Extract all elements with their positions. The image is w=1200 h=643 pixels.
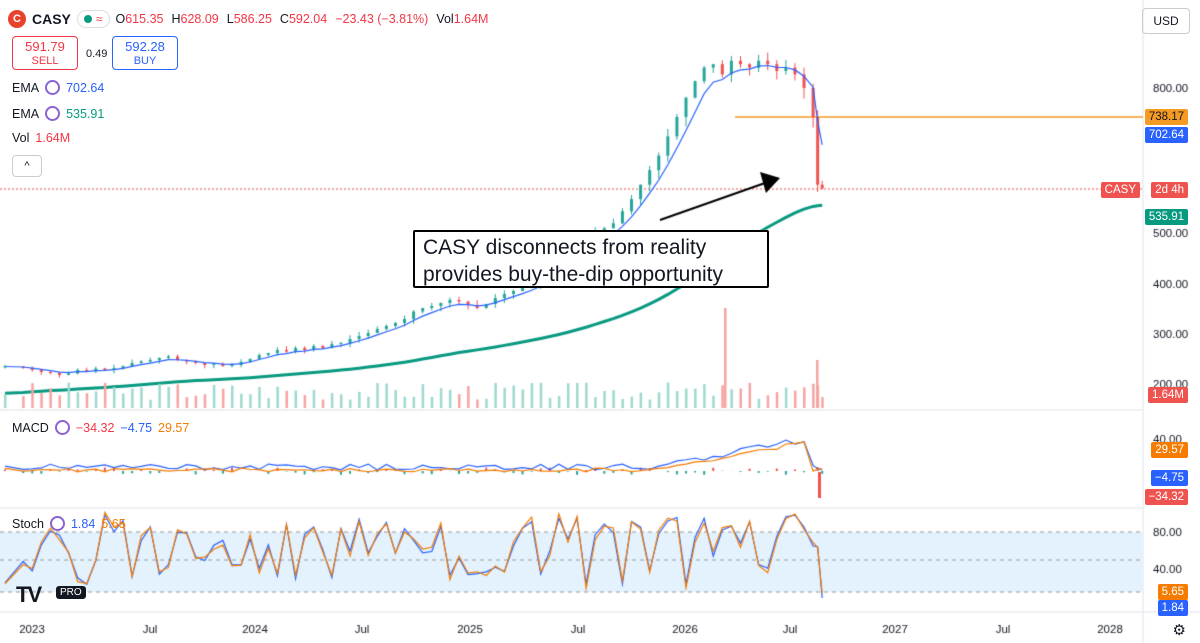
stoch-k-tag: 5.65: [1157, 584, 1188, 600]
market-status-pill[interactable]: ≈: [76, 10, 110, 28]
annotation-box[interactable]: CASY disconnects from reality provides bu…: [413, 230, 769, 288]
settings-icon[interactable]: ⚙: [1172, 622, 1186, 639]
currency-selector[interactable]: USD: [1142, 8, 1190, 34]
buy-button[interactable]: 592.28 BUY: [112, 36, 178, 70]
collapse-legend-button[interactable]: ^: [12, 155, 42, 177]
tradingview-logo[interactable]: TV: [16, 582, 42, 607]
refresh-icon: [45, 80, 61, 95]
ema-fast-legend[interactable]: EMA 702.64: [12, 80, 105, 95]
refresh-icon: [45, 106, 61, 121]
refresh-icon: [49, 516, 65, 531]
ohlc-low: L586.25: [226, 12, 272, 26]
symbol-name[interactable]: CASY: [32, 11, 71, 27]
macd-line-tag: −34.32: [1144, 489, 1188, 505]
macd-legend[interactable]: MACD −34.32 −4.75 29.57: [12, 420, 190, 435]
stoch-d-tag: 1.84: [1157, 600, 1188, 616]
ema-fast-tag: 702.64: [1144, 127, 1188, 143]
spread-value: 0.49: [86, 48, 108, 60]
ohlc-close: C592.04: [279, 12, 328, 26]
market-open-icon: [83, 15, 92, 23]
pro-badge: PRO: [56, 586, 86, 599]
countdown-tag: 2d 4h: [1151, 182, 1188, 198]
wave-icon: ≈: [95, 12, 103, 26]
macd-hist-tag: 29.57: [1151, 442, 1188, 458]
symbol-header: C CASY ≈ O615.35 H628.09 L586.25 C592.04…: [8, 8, 488, 30]
stoch-legend[interactable]: Stoch 1.84 5.65: [12, 516, 126, 531]
sell-button[interactable]: 591.79 SELL: [12, 36, 78, 70]
ohlc-values: O615.35 H628.09 L586.25 C592.04 −23.43 (…: [116, 12, 489, 26]
ohlc-high: H628.09: [171, 12, 219, 26]
casy-logo: C: [8, 10, 26, 28]
ema-slow-legend[interactable]: EMA 535.91: [12, 106, 105, 121]
level-tag: 738.17: [1144, 109, 1188, 125]
refresh-icon: [54, 420, 70, 435]
price-change: −23.43 (−3.81%): [335, 12, 429, 26]
volume-legend[interactable]: Vol 1.64M: [12, 131, 71, 145]
volume-tag: 1.64M: [1148, 387, 1188, 403]
symbol-tag: CASY: [1100, 182, 1140, 198]
macd-signal-tag: −4.75: [1150, 470, 1188, 486]
ema-slow-tag: 535.91: [1144, 209, 1188, 225]
volume-readout: Vol1.64M: [436, 12, 489, 26]
ohlc-open: O615.35: [115, 12, 164, 26]
